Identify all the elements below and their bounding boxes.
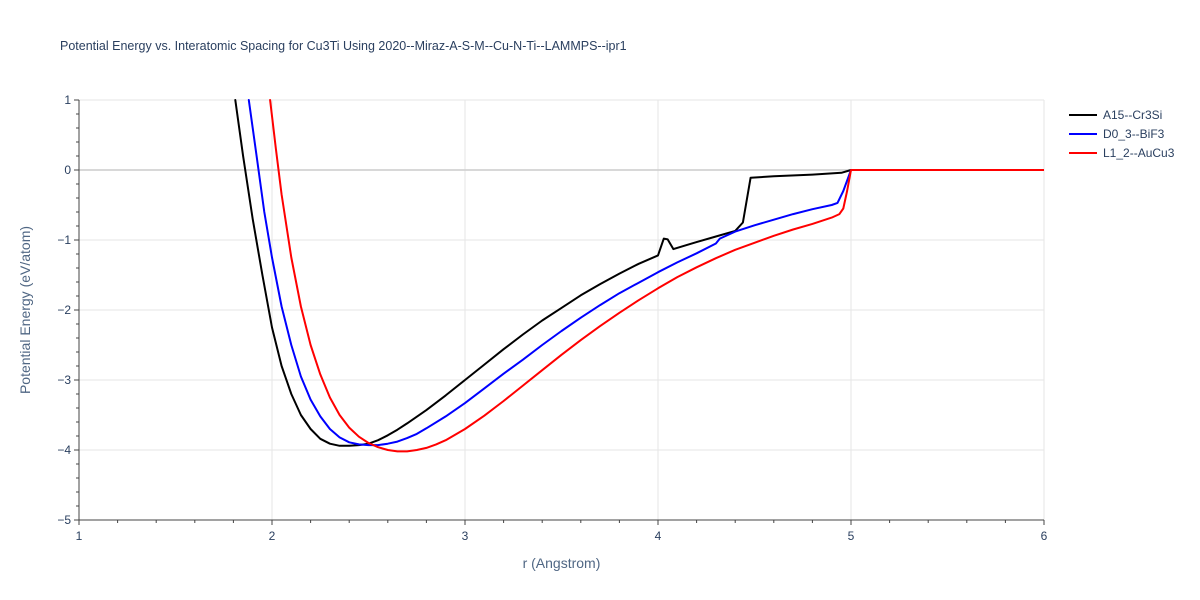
- legend: A15--Cr3Si D0_3--BiF3 L1_2--AuCu3: [1069, 108, 1175, 160]
- x-axis-ticks: 1 2 3 4 5 6: [76, 520, 1048, 543]
- legend-label: L1_2--AuCu3: [1103, 146, 1175, 160]
- y-tick-label: 0: [64, 163, 71, 177]
- legend-label: A15--Cr3Si: [1103, 108, 1162, 122]
- y-tick-label: −2: [57, 303, 71, 317]
- series-layer: [234, 99, 1044, 453]
- y-tick-label: 1: [64, 93, 71, 107]
- y-axis-ticks: 1 0 −1 −2 −3 −4 −5: [57, 93, 79, 527]
- y-tick-label: −4: [57, 443, 71, 457]
- chart-title: Potential Energy vs. Interatomic Spacing…: [60, 39, 627, 53]
- series-line-2: [247, 99, 1044, 447]
- x-tick-label: 5: [848, 529, 855, 543]
- x-tick-label: 2: [269, 529, 276, 543]
- y-tick-label: −3: [57, 373, 71, 387]
- y-tick-label: −5: [57, 513, 71, 527]
- y-axis-label: Potential Energy (eV/atom): [17, 226, 33, 394]
- series-line-1: [234, 99, 1044, 447]
- x-tick-label: 4: [655, 529, 662, 543]
- y-tick-label: −1: [57, 233, 71, 247]
- legend-label: D0_3--BiF3: [1103, 127, 1165, 141]
- series-line-3: [269, 99, 1044, 453]
- x-axis-label: r (Angstrom): [523, 555, 601, 571]
- x-tick-label: 6: [1041, 529, 1048, 543]
- x-tick-label: 1: [76, 529, 83, 543]
- x-tick-label: 3: [462, 529, 469, 543]
